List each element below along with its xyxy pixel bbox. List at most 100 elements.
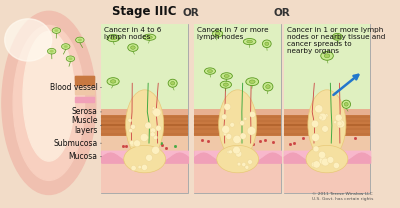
Ellipse shape <box>219 90 257 159</box>
Circle shape <box>150 128 156 133</box>
Circle shape <box>152 108 161 116</box>
Circle shape <box>152 107 155 110</box>
Circle shape <box>336 120 344 128</box>
Ellipse shape <box>54 29 58 32</box>
Circle shape <box>233 146 240 154</box>
Ellipse shape <box>224 74 229 77</box>
Circle shape <box>226 134 232 140</box>
Text: Cancer in 1 or more lymph
nodes or nearby tissue and
cancer spreads to
nearby or: Cancer in 1 or more lymph nodes or nearb… <box>286 27 385 54</box>
Ellipse shape <box>13 25 84 180</box>
Ellipse shape <box>52 28 60 33</box>
Ellipse shape <box>23 31 75 161</box>
Bar <box>284 136 370 151</box>
Ellipse shape <box>215 32 220 35</box>
Circle shape <box>326 158 329 161</box>
Circle shape <box>233 135 241 144</box>
Circle shape <box>335 114 342 121</box>
Circle shape <box>311 162 317 167</box>
Ellipse shape <box>223 83 228 86</box>
Circle shape <box>134 140 140 147</box>
Ellipse shape <box>110 80 116 83</box>
Bar <box>284 109 370 115</box>
Ellipse shape <box>220 81 232 88</box>
Circle shape <box>240 121 244 125</box>
Ellipse shape <box>64 45 68 48</box>
Bar <box>284 151 370 163</box>
Ellipse shape <box>204 68 216 74</box>
Circle shape <box>222 125 230 134</box>
Circle shape <box>337 121 342 126</box>
Circle shape <box>327 157 334 163</box>
Ellipse shape <box>107 78 119 85</box>
Circle shape <box>156 125 161 131</box>
Ellipse shape <box>5 19 52 61</box>
Circle shape <box>152 146 160 154</box>
Circle shape <box>319 113 326 121</box>
Circle shape <box>146 154 152 161</box>
Ellipse shape <box>249 80 255 83</box>
Ellipse shape <box>66 56 75 62</box>
Text: Cancer in 7 or more
lymph nodes: Cancer in 7 or more lymph nodes <box>197 27 269 40</box>
Bar <box>102 24 188 109</box>
Ellipse shape <box>324 54 330 58</box>
Ellipse shape <box>344 102 348 106</box>
Circle shape <box>224 103 231 110</box>
Ellipse shape <box>126 90 164 159</box>
Ellipse shape <box>308 90 346 159</box>
Bar <box>102 136 188 151</box>
Text: OR: OR <box>183 8 200 18</box>
Ellipse shape <box>265 42 269 46</box>
Ellipse shape <box>107 35 120 42</box>
Circle shape <box>313 146 319 152</box>
Bar <box>102 109 188 115</box>
Ellipse shape <box>50 50 54 53</box>
Bar <box>102 163 188 193</box>
Ellipse shape <box>124 145 166 173</box>
Ellipse shape <box>128 44 138 51</box>
Ellipse shape <box>243 38 256 45</box>
Circle shape <box>228 150 232 154</box>
Bar <box>284 124 370 126</box>
Bar <box>194 115 281 136</box>
Circle shape <box>245 165 249 169</box>
Bar <box>194 109 281 115</box>
Circle shape <box>222 114 227 120</box>
Bar <box>75 76 94 80</box>
Circle shape <box>237 162 241 166</box>
Bar <box>194 151 281 163</box>
Text: OR: OR <box>274 8 291 18</box>
Ellipse shape <box>208 70 212 73</box>
Bar <box>102 115 188 136</box>
Circle shape <box>131 166 136 171</box>
Circle shape <box>244 117 247 120</box>
Ellipse shape <box>110 37 116 40</box>
Circle shape <box>315 105 323 113</box>
Ellipse shape <box>247 40 252 43</box>
Circle shape <box>248 160 252 164</box>
Bar <box>284 24 370 193</box>
Text: Submucosa: Submucosa <box>54 139 102 148</box>
Circle shape <box>152 110 156 114</box>
Ellipse shape <box>143 34 156 40</box>
Circle shape <box>311 120 319 128</box>
Bar <box>75 88 94 94</box>
Ellipse shape <box>212 30 222 37</box>
Circle shape <box>313 161 320 168</box>
Text: © 2011 Terese Winslow LLC
U.S. Govt. has certain rights: © 2011 Terese Winslow LLC U.S. Govt. has… <box>312 192 373 201</box>
Circle shape <box>324 114 328 117</box>
Ellipse shape <box>342 100 350 108</box>
Ellipse shape <box>78 38 82 41</box>
Circle shape <box>145 122 152 129</box>
Circle shape <box>223 132 227 136</box>
Ellipse shape <box>2 11 96 194</box>
Circle shape <box>322 126 328 132</box>
Bar <box>194 24 281 109</box>
Ellipse shape <box>76 37 84 43</box>
Circle shape <box>312 133 320 141</box>
Circle shape <box>247 127 256 135</box>
Circle shape <box>319 156 328 165</box>
Ellipse shape <box>321 51 333 60</box>
Bar <box>194 136 281 151</box>
Ellipse shape <box>217 145 258 173</box>
Bar <box>284 115 370 136</box>
